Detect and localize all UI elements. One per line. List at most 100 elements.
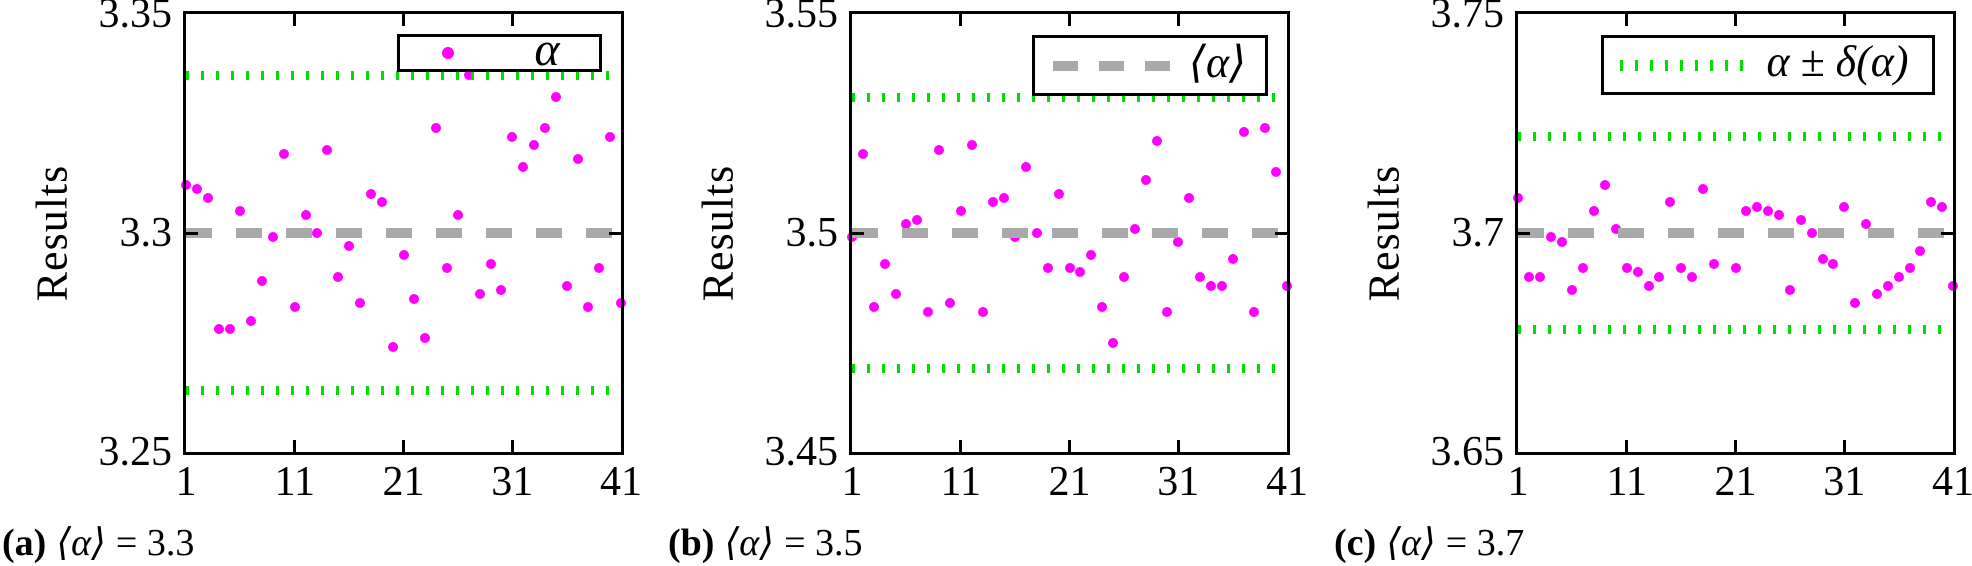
- x-tick-label: 11: [940, 459, 981, 505]
- data-point: [1205, 280, 1216, 291]
- data-point: [1282, 280, 1292, 291]
- axis-tick-mark: [1068, 440, 1071, 452]
- upper-bound-dotted-line: [186, 70, 621, 80]
- y-tick-label: 3.65: [1430, 429, 1505, 475]
- data-point: [191, 184, 202, 195]
- data-point: [365, 188, 376, 199]
- data-point: [879, 258, 890, 269]
- data-point: [1513, 192, 1523, 203]
- x-tick-label: 11: [274, 459, 315, 505]
- lower-bound-dotted-line: [852, 364, 1287, 374]
- data-point: [322, 144, 333, 155]
- data-point: [409, 293, 420, 304]
- data-point: [333, 271, 344, 282]
- data-point: [1556, 236, 1567, 247]
- data-point: [1882, 280, 1893, 291]
- data-point: [452, 210, 463, 221]
- data-point: [1151, 136, 1162, 147]
- axis-tick-mark: [1068, 14, 1071, 26]
- mean-dashed-line: [1518, 228, 1953, 238]
- y-tick-label: 3.75: [1430, 0, 1505, 37]
- data-point: [1567, 284, 1578, 295]
- axis-tick-mark: [1275, 231, 1287, 235]
- data-point: [1589, 206, 1600, 217]
- data-point: [539, 122, 550, 133]
- legend-dot-marker: [400, 47, 495, 59]
- data-point: [1118, 271, 1129, 282]
- axis-tick-mark: [1734, 14, 1737, 26]
- data-point: [999, 192, 1010, 203]
- data-point: [1730, 263, 1741, 274]
- legend-box: α ± δ(α): [1601, 35, 1935, 95]
- data-point: [1697, 184, 1708, 195]
- axis-tick-mark: [1518, 231, 1530, 235]
- data-point: [561, 280, 572, 291]
- data-point: [344, 241, 355, 252]
- data-point: [857, 149, 868, 160]
- data-point: [1621, 263, 1632, 274]
- plot-area: ⟨α⟩: [847, 11, 1292, 455]
- plot-area: α: [181, 11, 626, 455]
- x-tick-label: 41: [1932, 459, 1972, 505]
- y-tick-label: 3.35: [98, 0, 173, 37]
- axis-tick-mark: [293, 440, 297, 452]
- data-point: [901, 219, 912, 230]
- data-point: [235, 206, 246, 217]
- y-tick-label: 3.3: [119, 210, 173, 256]
- data-point: [442, 263, 452, 274]
- data-point: [1795, 214, 1806, 225]
- data-point: [518, 162, 529, 173]
- caption-value: = 3.5: [784, 522, 863, 564]
- legend-dashed-line-sample: [1053, 60, 1170, 71]
- data-point: [1643, 280, 1654, 291]
- data-point: [934, 144, 944, 155]
- data-point: [529, 140, 539, 151]
- x-tick-label: 31: [1157, 459, 1200, 505]
- data-point: [594, 263, 605, 274]
- caption-id: (b): [668, 522, 715, 564]
- data-point: [1708, 258, 1719, 269]
- caption-math: ⟨α⟩: [724, 522, 775, 564]
- legend-label: α ± δ(α): [1766, 37, 1909, 86]
- data-point: [300, 210, 311, 221]
- data-point: [1140, 175, 1151, 186]
- lower-bound-dotted-line: [186, 386, 621, 396]
- data-point: [550, 92, 561, 103]
- data-point: [496, 284, 507, 295]
- data-point: [1817, 254, 1828, 265]
- axis-tick-mark: [1625, 14, 1629, 26]
- data-point: [355, 298, 365, 309]
- data-point: [1238, 127, 1249, 138]
- axis-tick-mark: [852, 231, 864, 235]
- data-point: [605, 131, 616, 142]
- y-tick-label: 3.45: [764, 429, 839, 475]
- data-point: [988, 197, 999, 208]
- data-point: [1676, 263, 1687, 274]
- data-point: [431, 122, 442, 133]
- x-tick-label: 41: [600, 459, 642, 505]
- axis-tick-mark: [1842, 14, 1846, 26]
- data-point: [257, 276, 268, 287]
- data-point: [202, 192, 213, 203]
- data-point: [977, 306, 988, 317]
- data-point: [485, 258, 496, 269]
- data-point: [507, 131, 518, 142]
- data-point: [572, 153, 583, 164]
- panel-a: Results 3.35 3.3 3.25 1 11 21 31 41 α (a) ⟨α⟩ = …: [0, 0, 642, 566]
- data-point: [912, 214, 923, 225]
- data-point: [1108, 337, 1118, 348]
- axis-tick-mark: [186, 231, 198, 235]
- data-point: [181, 179, 191, 190]
- axis-tick-mark: [510, 14, 514, 26]
- mean-dashed-line: [186, 228, 621, 238]
- axis-tick-mark: [1842, 440, 1846, 452]
- y-tick-label: 3.7: [1451, 210, 1505, 256]
- axis-tick-mark: [402, 440, 405, 452]
- data-point: [1784, 284, 1795, 295]
- x-tick-label: 31: [491, 459, 534, 505]
- y-tick-label: 3.25: [98, 429, 173, 475]
- x-tick-label: 1: [841, 459, 863, 505]
- legend-dotted-line-sample: [1620, 59, 1743, 71]
- legend-box: ⟨α⟩: [1032, 35, 1268, 96]
- legend-label: α: [534, 23, 560, 76]
